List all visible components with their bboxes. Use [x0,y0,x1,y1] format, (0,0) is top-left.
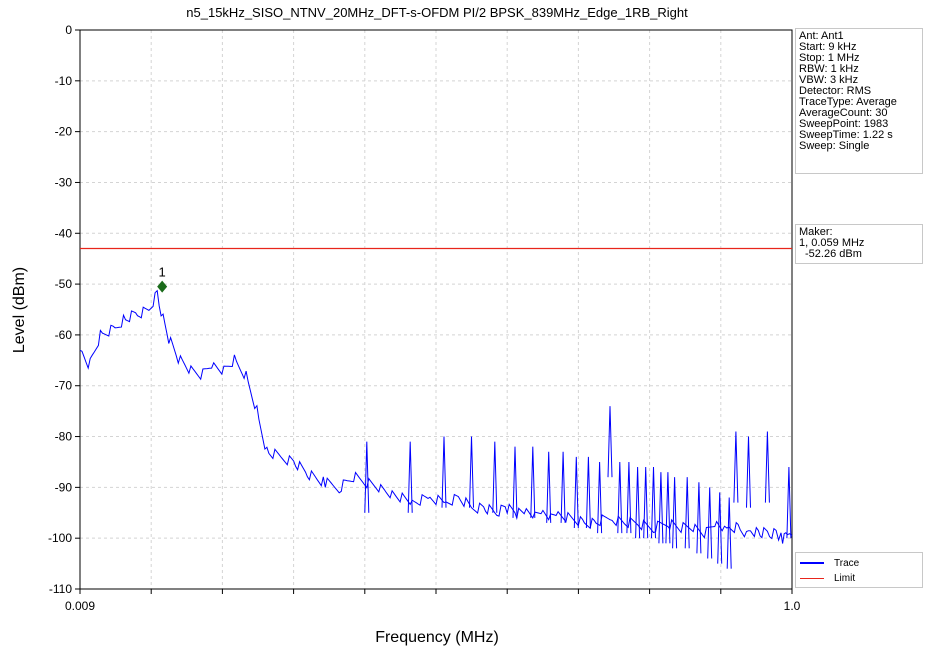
info-line: SweepTime: 1.22 s [799,129,893,141]
trace-spur [684,477,690,549]
legend-label-trace: Trace [834,557,860,569]
legend: Trace Limit [795,552,923,588]
marker-layer: 1 [157,265,168,293]
legend-item-limit: Limit [800,572,855,584]
y-tick-label: 0 [65,23,72,37]
info-line: Sweep: Single [799,140,870,152]
info-line: Stop: 1 MHz [799,52,860,64]
trace-spur [746,436,751,508]
y-tick-label: -100 [48,531,72,545]
x-tick-label: 0.009 [65,599,95,613]
y-axis-ticks: 0 -10 -20 -30 -40 -50 -60 -70 -80 -90 -100 -110 [48,23,80,596]
info-line: Ant: Ant1 [799,30,844,42]
trace-spur [441,436,447,508]
y-axis-label: Level (dBm) [11,267,28,353]
trace-spur [717,492,723,564]
info-line: AverageCount: 30 [799,107,888,119]
series-layer [79,247,793,569]
legend-swatch-limit [800,577,824,579]
y-tick-label: -10 [55,74,73,88]
legend-swatch-trace [800,562,824,564]
trace-spur [707,487,713,559]
y-tick-label: -70 [55,379,73,393]
trace-spur [672,477,678,549]
info-line: SweepPoint: 1983 [799,118,889,130]
trace-spur [364,441,370,513]
trace-spur [573,456,579,529]
y-tick-label: -40 [55,226,73,240]
marker-info-box: Maker: 1, 0.059 MHz -52.26 dBm [795,224,923,264]
chart-title: n5_15kHz_SISO_NTNV_20MHz_DFT-s-OFDM PI/2… [186,5,688,20]
marker-level: -52.26 dBm [805,248,862,260]
info-line: Start: 9 kHz [799,41,857,53]
marker-title: Maker: [799,226,833,238]
trace-spur [530,446,536,518]
trace-spur [726,497,732,569]
trace-spur [469,436,474,508]
marker-frequency: 1, 0.059 MHz [799,237,865,249]
y-tick-label: -90 [55,480,73,494]
trace-spur [492,441,498,513]
marker-diamond [157,280,168,293]
trace-spur [658,472,664,544]
trace-spur [764,431,770,503]
trace-spur [786,466,792,539]
trace-spur [635,466,641,539]
trace-spur [597,461,603,534]
trace-spur [607,406,613,478]
y-tick-label: -110 [49,582,72,596]
legend-item-trace: Trace [800,557,859,569]
y-tick-label: -20 [55,125,73,139]
y-tick-label: -50 [55,277,73,291]
settings-info-box: Ant: Ant1 Start: 9 kHz Stop: 1 MHz RBW: 1 k… [795,28,923,174]
y-tick-label: -80 [55,430,73,444]
info-line: VBW: 3 kHz [799,74,859,86]
trace-spur [617,461,623,534]
trace-spur [696,482,702,554]
trace-spur [585,456,591,529]
trace-spur [512,446,518,518]
y-tick-label: -60 [55,328,73,342]
info-line: RBW: 1 kHz [799,63,859,75]
trace-spur [407,441,413,513]
legend-label-limit: Limit [834,572,856,584]
x-axis-label: Frequency (MHz) [375,629,499,646]
info-line: Detector: RMS [799,85,872,97]
x-axis-ticks: 0.009 1.0 [65,589,801,613]
trace-spur [643,466,649,539]
trace-spur [733,431,739,503]
x-tick-label: 1.0 [784,599,801,613]
trace-spur [626,461,632,534]
trace-spur [665,472,671,544]
trace-spur [651,466,656,539]
y-tick-label: -30 [55,175,73,189]
marker-label: 1 [159,265,166,280]
trace-spur [546,451,552,523]
info-line: TraceType: Average [799,96,897,108]
trace-series-line [79,289,793,544]
trace-spur [560,451,566,523]
